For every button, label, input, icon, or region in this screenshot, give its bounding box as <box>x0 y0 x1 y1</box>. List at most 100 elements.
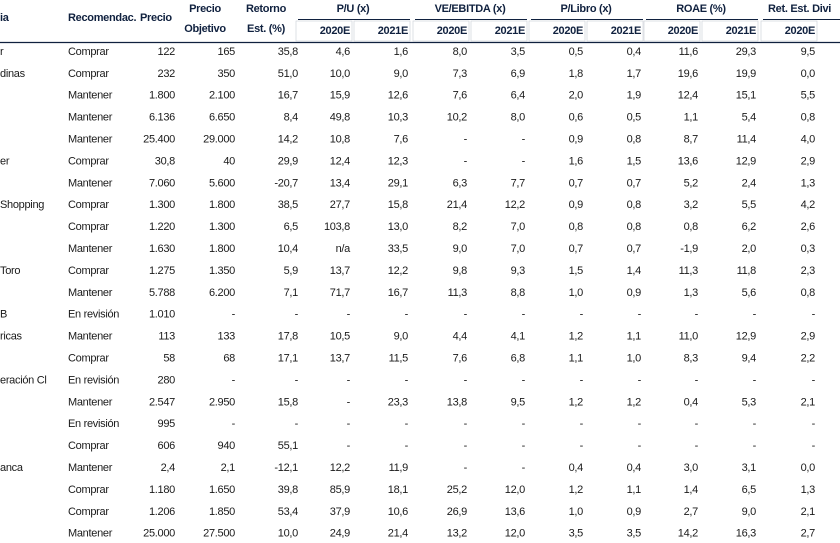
cell: 25.400 <box>143 134 175 146</box>
cell: 8,7 <box>684 134 699 146</box>
cell: 6.650 <box>209 112 235 124</box>
cell: 1.206 <box>149 506 175 518</box>
cell: - <box>347 396 351 408</box>
cell: 1,4 <box>627 265 642 277</box>
cell: 1,0 <box>569 287 584 299</box>
cell: 1,6 <box>569 155 584 167</box>
cell: 9,3 <box>511 265 526 277</box>
cell: 2,1 <box>801 396 816 408</box>
cell: 0,4 <box>684 396 699 408</box>
cell: 103,8 <box>324 221 350 233</box>
cell: 0,7 <box>627 243 642 255</box>
cell: - <box>347 418 351 430</box>
cell: 1,4 <box>684 484 699 496</box>
cell: 7.060 <box>149 177 175 189</box>
year-label: 2020E <box>437 25 467 37</box>
cell: - <box>522 374 526 386</box>
company-name: eración Cl <box>0 374 47 386</box>
cell: 4,0 <box>801 134 816 146</box>
cell: 2,4 <box>161 462 176 474</box>
cell: - <box>580 374 584 386</box>
year-cell <box>643 20 701 42</box>
cell: 0,8 <box>627 199 642 211</box>
recommendation: Mantener <box>68 462 113 474</box>
cell: 350 <box>218 68 236 80</box>
cell: 2,7 <box>801 528 816 540</box>
cell: 7,6 <box>453 90 468 102</box>
cell: - <box>695 440 699 452</box>
cell: 0,9 <box>627 506 642 518</box>
cell: 38,5 <box>278 199 298 211</box>
cell: 0,7 <box>569 243 584 255</box>
recommendation: Mantener <box>68 243 113 255</box>
cell: 1.650 <box>209 484 235 496</box>
cell: 39,8 <box>278 484 298 496</box>
cell: 6,5 <box>742 484 757 496</box>
recommendation: Comprar <box>68 353 109 365</box>
cell: 5.600 <box>209 177 235 189</box>
cell: 0,0 <box>801 462 816 474</box>
company-name: er <box>0 155 10 167</box>
cell: 12,2 <box>388 265 408 277</box>
recommendation: Mantener <box>68 112 113 124</box>
recommendation: Comprar <box>68 155 109 167</box>
cell: - <box>464 309 468 321</box>
recommendation: Mantener <box>68 287 113 299</box>
cell: 21,4 <box>388 528 408 540</box>
cell: - <box>464 418 468 430</box>
header-cell: Precio <box>189 3 221 15</box>
recommendation: Comprar <box>68 265 109 277</box>
cell: 10,4 <box>278 243 298 255</box>
cell: 280 <box>158 374 176 386</box>
cell: - <box>580 440 584 452</box>
cell: 3,5 <box>569 528 584 540</box>
cell: 0,9 <box>569 134 584 146</box>
cell: 1,2 <box>627 396 642 408</box>
cell: 6,3 <box>453 177 468 189</box>
cell: 12,0 <box>505 484 525 496</box>
cell: 30,8 <box>155 155 175 167</box>
year-cell <box>701 20 759 42</box>
cell: 1.800 <box>209 243 235 255</box>
recommendation: En revisión <box>68 309 119 321</box>
recommendation: En revisión <box>68 418 119 430</box>
group-title: Ret. Est. Divi <box>768 3 831 15</box>
cell: 10,8 <box>330 134 350 146</box>
group-title: VE/EBITDA (x) <box>435 3 507 15</box>
cell: 18,1 <box>388 484 408 496</box>
cell: - <box>753 440 757 452</box>
cell: - <box>464 374 468 386</box>
cell: - <box>695 418 699 430</box>
cell: 232 <box>158 68 176 80</box>
cell: - <box>580 309 584 321</box>
cell: 5,6 <box>742 287 757 299</box>
cell: - <box>812 418 816 430</box>
cell: - <box>638 374 642 386</box>
recommendation: Comprar <box>68 484 109 496</box>
cell: 5,5 <box>801 90 816 102</box>
cell: 49,8 <box>330 112 350 124</box>
cell: - <box>405 374 409 386</box>
cell: 1.275 <box>149 265 175 277</box>
cell: 27,7 <box>330 199 350 211</box>
cell: 5.788 <box>149 287 175 299</box>
cell: 8,0 <box>453 46 468 58</box>
cell: 13,8 <box>447 396 467 408</box>
year-label: 2021E <box>611 25 641 37</box>
cell: 0,9 <box>569 199 584 211</box>
cell: 12,9 <box>736 155 756 167</box>
cell: 10,3 <box>388 112 408 124</box>
cell: 3,0 <box>684 462 699 474</box>
company-name: dinas <box>0 68 26 80</box>
cell: -12,1 <box>274 462 298 474</box>
year-cell <box>528 20 586 42</box>
cell: - <box>522 309 526 321</box>
cell: 17,8 <box>278 331 298 343</box>
group-title: P/U (x) <box>337 3 370 15</box>
header-cell: Retorno <box>246 3 287 15</box>
company-name: B <box>0 309 7 321</box>
cell: 7,0 <box>511 243 526 255</box>
cell: 3,5 <box>511 46 526 58</box>
